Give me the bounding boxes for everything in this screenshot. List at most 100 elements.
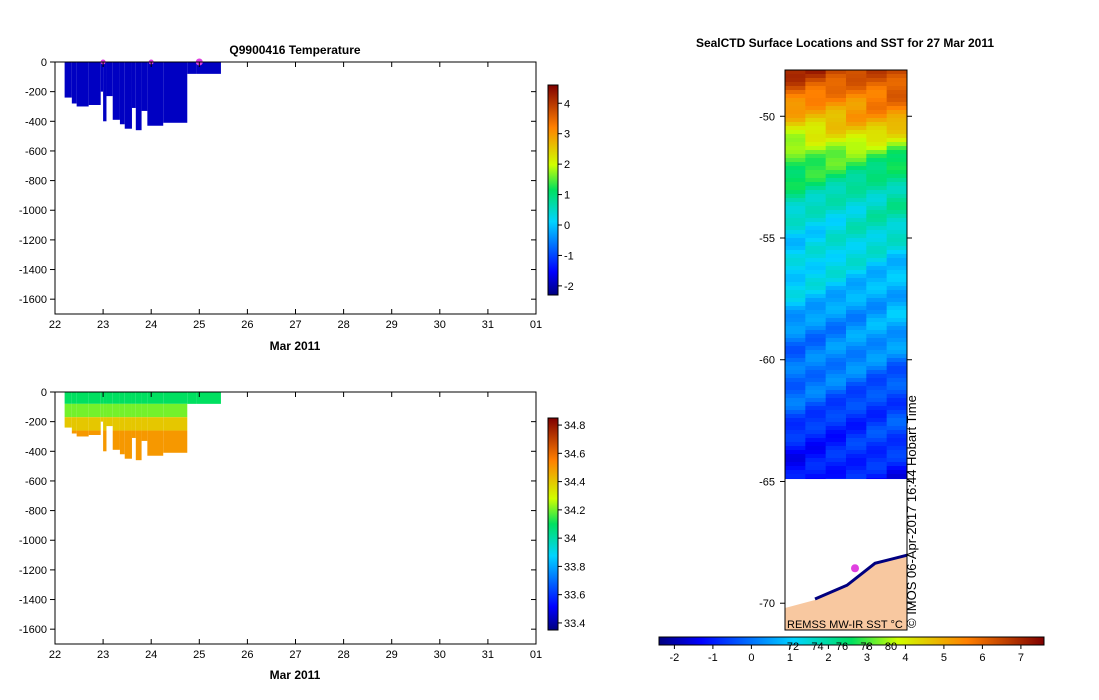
sst-cell-22-0 bbox=[785, 158, 806, 163]
sst-cell-66-0 bbox=[785, 334, 806, 339]
sst-cell-63-1 bbox=[805, 322, 827, 327]
temperature-profile-16 bbox=[196, 62, 221, 74]
sst-cell-74-1 bbox=[805, 366, 827, 371]
sst-cell-99-1 bbox=[805, 466, 827, 471]
sst-cell-22-1 bbox=[805, 158, 827, 163]
temperature-profile-2 bbox=[76, 62, 89, 107]
sst-cell-76-3 bbox=[846, 374, 867, 379]
sst-cell-60-1 bbox=[805, 310, 827, 315]
sst-cell-83-2 bbox=[825, 402, 847, 407]
salinity-cell-11-1 bbox=[135, 403, 142, 418]
sst-cell-27-2 bbox=[825, 178, 847, 183]
sst-cell-95-5 bbox=[886, 450, 907, 455]
sst-cell-28-4 bbox=[866, 182, 888, 187]
sst-cell-44-5 bbox=[886, 246, 907, 251]
sst-cell-86-4 bbox=[866, 414, 888, 419]
sst-cell-91-3 bbox=[846, 434, 867, 439]
x-tick-label-8: 30 bbox=[434, 319, 446, 331]
colorbar-tick-label-4: 34.2 bbox=[564, 505, 585, 517]
sst-secondary-tick-label-0: 72 bbox=[787, 641, 799, 653]
sst-cell-59-2 bbox=[825, 306, 847, 311]
x-tick-label-7: 29 bbox=[386, 319, 398, 331]
sst-cell-40-3 bbox=[846, 230, 867, 235]
salinity-cell-3-2 bbox=[88, 417, 101, 431]
sst-cell-17-4 bbox=[866, 138, 888, 143]
sst-cell-12-1 bbox=[805, 118, 827, 123]
sst-cell-81-5 bbox=[886, 394, 907, 399]
sst-cell-46-3 bbox=[846, 254, 867, 259]
sst-cell-20-0 bbox=[785, 150, 806, 155]
sst-cell-28-3 bbox=[846, 182, 867, 187]
salinity-cell-9-3 bbox=[124, 430, 132, 459]
sst-cell-91-1 bbox=[805, 434, 827, 439]
sst-cell-38-2 bbox=[825, 222, 847, 227]
sst-cell-10-5 bbox=[886, 110, 907, 115]
sst-cell-100-3 bbox=[846, 470, 867, 475]
sst-cell-38-3 bbox=[846, 222, 867, 227]
sst-cell-12-0 bbox=[785, 118, 806, 123]
sst-cell-69-5 bbox=[886, 346, 907, 351]
sst-cell-25-4 bbox=[866, 170, 888, 175]
sst-cell-93-1 bbox=[805, 442, 827, 447]
sst-cell-32-3 bbox=[846, 198, 867, 203]
sst-cell-70-4 bbox=[866, 350, 888, 355]
sst-cell-74-4 bbox=[866, 366, 888, 371]
sst-cell-56-4 bbox=[866, 294, 888, 299]
sst-cell-95-1 bbox=[805, 450, 827, 455]
sst-cell-5-5 bbox=[886, 90, 907, 95]
sst-cell-61-2 bbox=[825, 314, 847, 319]
sst-cell-60-0 bbox=[785, 310, 806, 315]
sst-cell-40-0 bbox=[785, 230, 806, 235]
sst-cell-58-5 bbox=[886, 302, 907, 307]
sst-cell-23-5 bbox=[886, 162, 907, 167]
sst-cell-99-2 bbox=[825, 466, 847, 471]
ctd-location-marker bbox=[851, 564, 859, 573]
sst-cell-71-5 bbox=[886, 354, 907, 359]
sst-cell-75-1 bbox=[805, 370, 827, 375]
sst-cell-76-2 bbox=[825, 374, 847, 379]
sst-cell-70-5 bbox=[886, 350, 907, 355]
sst-cell-33-3 bbox=[846, 202, 867, 207]
sst-cell-48-4 bbox=[866, 262, 888, 267]
sst-cell-19-3 bbox=[846, 146, 867, 151]
sst-cell-83-5 bbox=[886, 402, 907, 407]
sst-cell-81-1 bbox=[805, 394, 827, 399]
sst-cell-90-1 bbox=[805, 430, 827, 435]
sst-cell-56-0 bbox=[785, 294, 806, 299]
sst-cell-87-2 bbox=[825, 418, 847, 423]
sst-cell-48-1 bbox=[805, 262, 827, 267]
sst-cell-69-2 bbox=[825, 346, 847, 351]
x-tick-label-9: 31 bbox=[482, 649, 494, 661]
sst-cell-29-2 bbox=[825, 186, 847, 191]
sst-cell-19-2 bbox=[825, 146, 847, 151]
sst-cell-61-5 bbox=[886, 314, 907, 319]
salinity-cell-9-0 bbox=[124, 392, 132, 404]
sst-cell-4-4 bbox=[866, 86, 888, 91]
sst-cell-81-0 bbox=[785, 394, 806, 399]
sst-colorbar bbox=[658, 636, 1045, 646]
y-tick-label-3: -600 bbox=[25, 146, 47, 158]
sst-cell-77-4 bbox=[866, 378, 888, 383]
x-tick-label-8: 30 bbox=[434, 649, 446, 661]
sst-cell-72-4 bbox=[866, 358, 888, 363]
imos-watermark: © IMOS 06-Apr-2017 16:44 Hobart Time bbox=[904, 395, 919, 628]
sst-cell-1-3 bbox=[846, 74, 867, 79]
salinity-cell-12-1 bbox=[141, 403, 148, 418]
sst-cell-67-2 bbox=[825, 338, 847, 343]
sst-cell-31-2 bbox=[825, 194, 847, 199]
sst-cell-18-5 bbox=[886, 142, 907, 147]
sst-cell-73-3 bbox=[846, 362, 867, 367]
sst-cell-30-5 bbox=[886, 190, 907, 195]
sst-cell-97-4 bbox=[866, 458, 888, 463]
sst-cell-92-2 bbox=[825, 438, 847, 443]
sst-cell-32-0 bbox=[785, 198, 806, 203]
colorbar-tick-label-4: 2 bbox=[564, 159, 570, 171]
sst-cell-92-4 bbox=[866, 438, 888, 443]
sst-cell-70-0 bbox=[785, 350, 806, 355]
sst-cell-90-2 bbox=[825, 430, 847, 435]
sst-cell-55-4 bbox=[866, 290, 888, 295]
sst-cell-21-4 bbox=[866, 154, 888, 159]
sst-cell-61-0 bbox=[785, 314, 806, 319]
sst-cell-2-2 bbox=[825, 78, 847, 83]
sst-cell-50-0 bbox=[785, 270, 806, 275]
